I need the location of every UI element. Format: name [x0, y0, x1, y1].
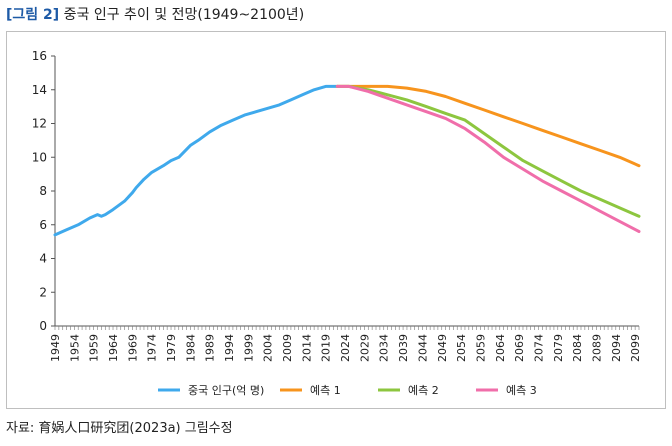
y-tick-label: 12 — [32, 117, 47, 131]
line-chart: 0 2 4 6 8 10 12 14 16 1949 1954 1959 1964 1969 1974 197… — [32, 49, 642, 397]
x-tick-label: 1999 — [242, 334, 255, 362]
x-tick-label: 2014 — [300, 334, 313, 362]
x-tick-label: 2019 — [320, 334, 333, 362]
y-tick-label: 0 — [39, 319, 47, 333]
y-tick-label: 10 — [32, 150, 47, 164]
x-tick-label: 2009 — [281, 334, 294, 362]
x-tick-label: 1984 — [184, 334, 197, 362]
x-tick-label: 1949 — [49, 334, 62, 362]
x-tick-label: 1964 — [107, 334, 120, 362]
y-tick-label: 6 — [39, 218, 47, 232]
x-tick-label: 2044 — [416, 334, 429, 362]
x-tick-label: 2094 — [610, 334, 623, 362]
figure-tag: [그림 2] — [6, 7, 60, 23]
series-line — [335, 84, 641, 233]
x-tick-label: 1954 — [68, 334, 81, 362]
figure-title: [그림 2] 중국 인구 추이 및 전망(1949~2100년) — [6, 4, 304, 24]
y-tick-label: 14 — [32, 83, 47, 97]
x-tick-label: 2054 — [455, 334, 468, 362]
x-tick-label: 2089 — [590, 334, 603, 362]
chart-axes: 0 2 4 6 8 10 12 14 16 1949 1954 1959 1964 1969 1974 197… — [32, 49, 642, 362]
y-tick-label: 2 — [39, 285, 47, 299]
series-line — [335, 84, 641, 218]
y-tick-label: 8 — [39, 184, 47, 198]
chart-series — [53, 84, 641, 237]
x-tick-label: 2059 — [474, 334, 487, 362]
legend-label: 예측 3 — [506, 384, 537, 397]
x-tick-label: 2079 — [552, 334, 565, 362]
x-tick-label: 1979 — [165, 334, 178, 362]
chart-container: 0 2 4 6 8 10 12 14 16 1949 1954 1959 1964 1969 1974 197… — [6, 31, 666, 409]
x-tick-label: 2099 — [629, 334, 642, 362]
x-tick-label: 2029 — [358, 334, 371, 362]
x-tick-label: 2024 — [339, 334, 352, 362]
y-tick-label: 16 — [32, 49, 47, 63]
x-tick-label: 2064 — [494, 334, 507, 362]
figure-title-text: 중국 인구 추이 및 전망(1949~2100년) — [63, 7, 305, 23]
legend-label: 예측 1 — [310, 384, 341, 397]
series-line — [53, 84, 339, 237]
x-tick-label: 2039 — [397, 334, 410, 362]
source-note: 자료: 育娲人口研究团(2023a) 그림수정 — [6, 421, 233, 436]
legend-label: 중국 인구(억 명) — [188, 384, 264, 397]
x-tick-label: 1994 — [223, 334, 236, 362]
x-tick-label: 2069 — [513, 334, 526, 362]
y-tick-label: 4 — [39, 252, 47, 266]
x-tick-label: 1974 — [146, 334, 159, 362]
chart-legend: 중국 인구(억 명) 예측 1 예측 2 예측 3 — [158, 384, 537, 397]
x-tick-label: 2004 — [262, 334, 275, 362]
x-tick-label: 1959 — [88, 334, 101, 362]
x-tick-label: 1969 — [126, 334, 139, 362]
series-line — [335, 84, 641, 168]
legend-label: 예측 2 — [408, 384, 439, 397]
x-tick-label: 2074 — [532, 334, 545, 362]
x-tick-label: 2084 — [571, 334, 584, 362]
x-tick-label: 2034 — [378, 334, 391, 362]
x-tick-label: 1989 — [204, 334, 217, 362]
x-tick-label: 2049 — [436, 334, 449, 362]
